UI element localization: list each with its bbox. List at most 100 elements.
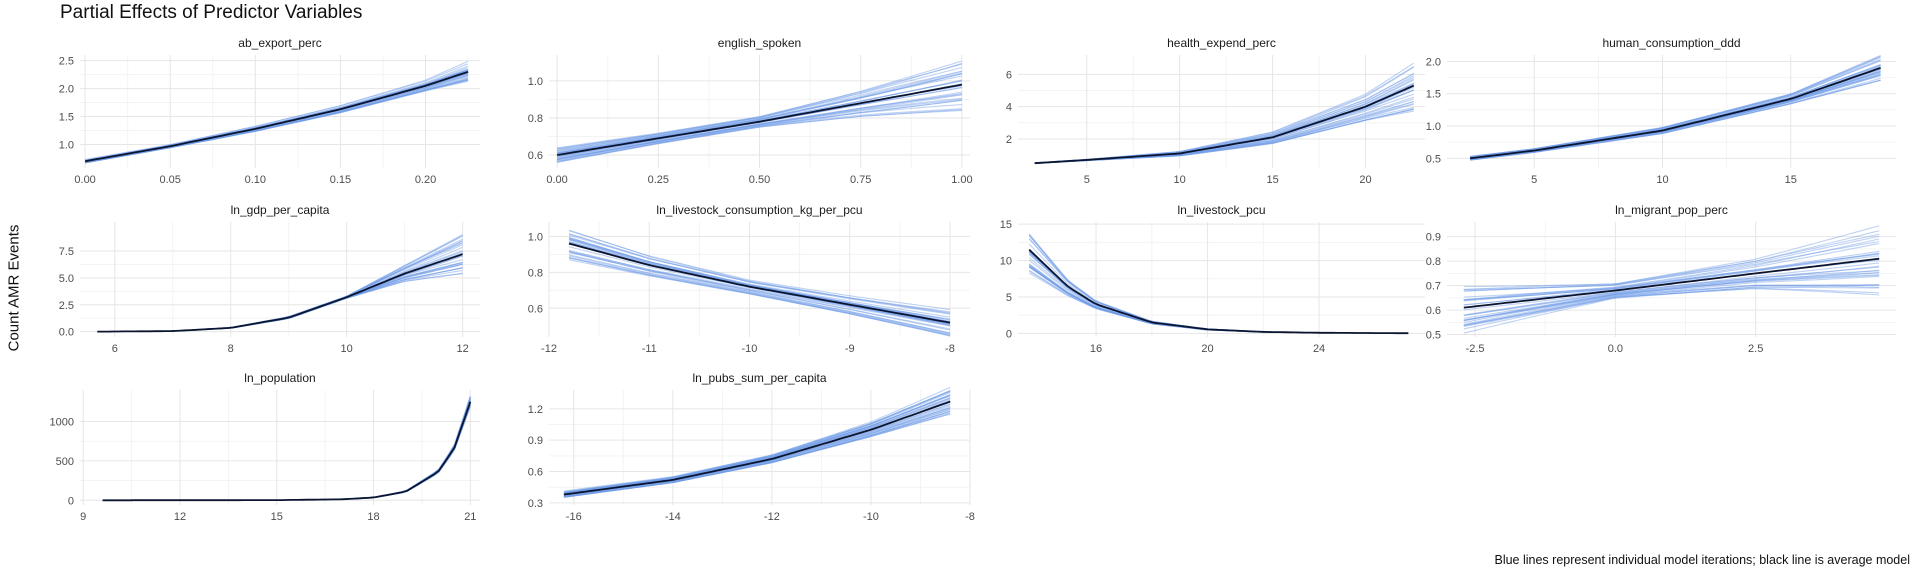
iteration-line [1463, 272, 1880, 317]
iteration-line [563, 395, 951, 493]
iteration-line [568, 249, 951, 331]
y-tick-label: 1.0 [528, 76, 543, 88]
iteration-line [557, 62, 963, 152]
iteration-line [85, 77, 469, 164]
panel-ln-livestock-consumption-kg-per-pcu: ln_livestock_consumption_kg_per_pcu -12 -1… [528, 203, 970, 355]
x-tick-label: -16 [566, 511, 582, 523]
iteration-line [85, 78, 469, 164]
iteration-line [1463, 272, 1880, 322]
x-tick-label: 15 [1785, 174, 1797, 186]
iteration-line [1470, 60, 1881, 158]
iteration-line [85, 79, 469, 163]
x-tick-label: -10 [742, 343, 758, 355]
iteration-line [563, 413, 951, 498]
iteration-line [568, 257, 951, 337]
panel-title: ln_pubs_sum_per_capita [692, 371, 826, 385]
iteration-line [85, 72, 469, 163]
x-tick-label: 12 [174, 511, 186, 523]
iteration-line [1470, 65, 1881, 159]
x-tick-label: 0.05 [160, 174, 181, 186]
iteration-line [85, 80, 469, 164]
iteration-line [557, 109, 962, 162]
iteration-line [1028, 252, 1409, 334]
iteration-line [563, 407, 951, 497]
iteration-line [1463, 284, 1880, 326]
y-tick-label: 1000 [50, 417, 74, 429]
y-tick-label: 500 [56, 456, 74, 468]
panel-health-expend-perc: health_expend_perc 5 10 15 20 2 4 6 [1006, 36, 1425, 186]
iteration-line [1034, 83, 1415, 164]
iteration-line [557, 93, 962, 158]
iteration-line [85, 78, 469, 164]
iteration-line [1028, 238, 1409, 334]
iteration-line [1463, 235, 1880, 292]
iteration-line [1470, 70, 1881, 160]
iteration-line [568, 254, 951, 334]
iteration-line [557, 97, 962, 159]
x-tick-label: 2.5 [1748, 343, 1763, 355]
iteration-line [1463, 238, 1880, 301]
x-tick-label: 0.20 [415, 174, 436, 186]
iteration-line [1470, 55, 1881, 158]
iteration-line [557, 80, 963, 155]
iteration-line [557, 66, 963, 150]
iteration-line [568, 233, 951, 314]
iteration-line [568, 256, 951, 336]
y-tick-label: 1.5 [1426, 89, 1441, 101]
iteration-line [85, 69, 469, 162]
iteration-line [1470, 64, 1881, 158]
x-tick-label: 5 [1084, 174, 1090, 186]
x-tick-label: 18 [367, 511, 379, 523]
x-tick-label: -10 [863, 511, 879, 523]
x-tick-label: 24 [1313, 343, 1325, 355]
y-tick-label: 1.0 [1426, 121, 1441, 133]
iteration-line [1028, 248, 1409, 334]
iteration-line [85, 65, 469, 162]
iteration-line [563, 408, 951, 498]
iteration-line [556, 94, 962, 161]
x-tick-label: -12 [764, 511, 780, 523]
iteration-line [1470, 79, 1881, 161]
y-tick-label: 7.5 [59, 246, 74, 258]
iteration-line [1463, 242, 1880, 301]
y-tick-label: 4 [1006, 102, 1012, 114]
y-tick-label: 0.7 [1426, 281, 1441, 293]
panel-title: ln_livestock_pcu [1177, 203, 1265, 217]
panel-title: ln_population [244, 371, 315, 385]
x-tick-label: 0.50 [749, 174, 770, 186]
x-tick-label: -12 [541, 343, 557, 355]
x-tick-label: 0.10 [245, 174, 266, 186]
iteration-line [1463, 252, 1880, 306]
iteration-line [1470, 54, 1881, 158]
x-tick-label: 0.0 [1608, 343, 1623, 355]
x-tick-label: 12 [456, 343, 468, 355]
iteration-line [563, 391, 951, 492]
iteration-line [1463, 255, 1880, 301]
iteration-line [568, 255, 951, 335]
iteration-line [1470, 74, 1881, 161]
iteration-line [563, 403, 951, 497]
iteration-line [557, 73, 963, 155]
iteration-line [568, 233, 951, 315]
x-tick-label: 0.00 [74, 174, 95, 186]
iteration-line [85, 67, 469, 162]
x-tick-label: 21 [464, 511, 476, 523]
x-tick-label: 6 [112, 343, 118, 355]
iteration-line [568, 250, 951, 325]
iteration-line [563, 390, 951, 494]
iteration-line [563, 390, 951, 493]
iteration-line [1463, 274, 1880, 321]
iteration-line [563, 386, 951, 493]
panel-title: ab_export_perc [238, 36, 321, 50]
iteration-line [1463, 287, 1880, 327]
y-tick-label: 2 [1006, 134, 1012, 146]
iteration-line [1034, 108, 1414, 165]
iteration-line [568, 251, 951, 330]
iteration-line [568, 241, 951, 321]
iteration-line [1463, 288, 1880, 326]
iteration-line [1028, 250, 1409, 334]
iteration-line [556, 99, 962, 163]
iteration-line [1028, 234, 1409, 334]
iteration-line [563, 407, 951, 498]
iteration-line [1028, 233, 1409, 334]
